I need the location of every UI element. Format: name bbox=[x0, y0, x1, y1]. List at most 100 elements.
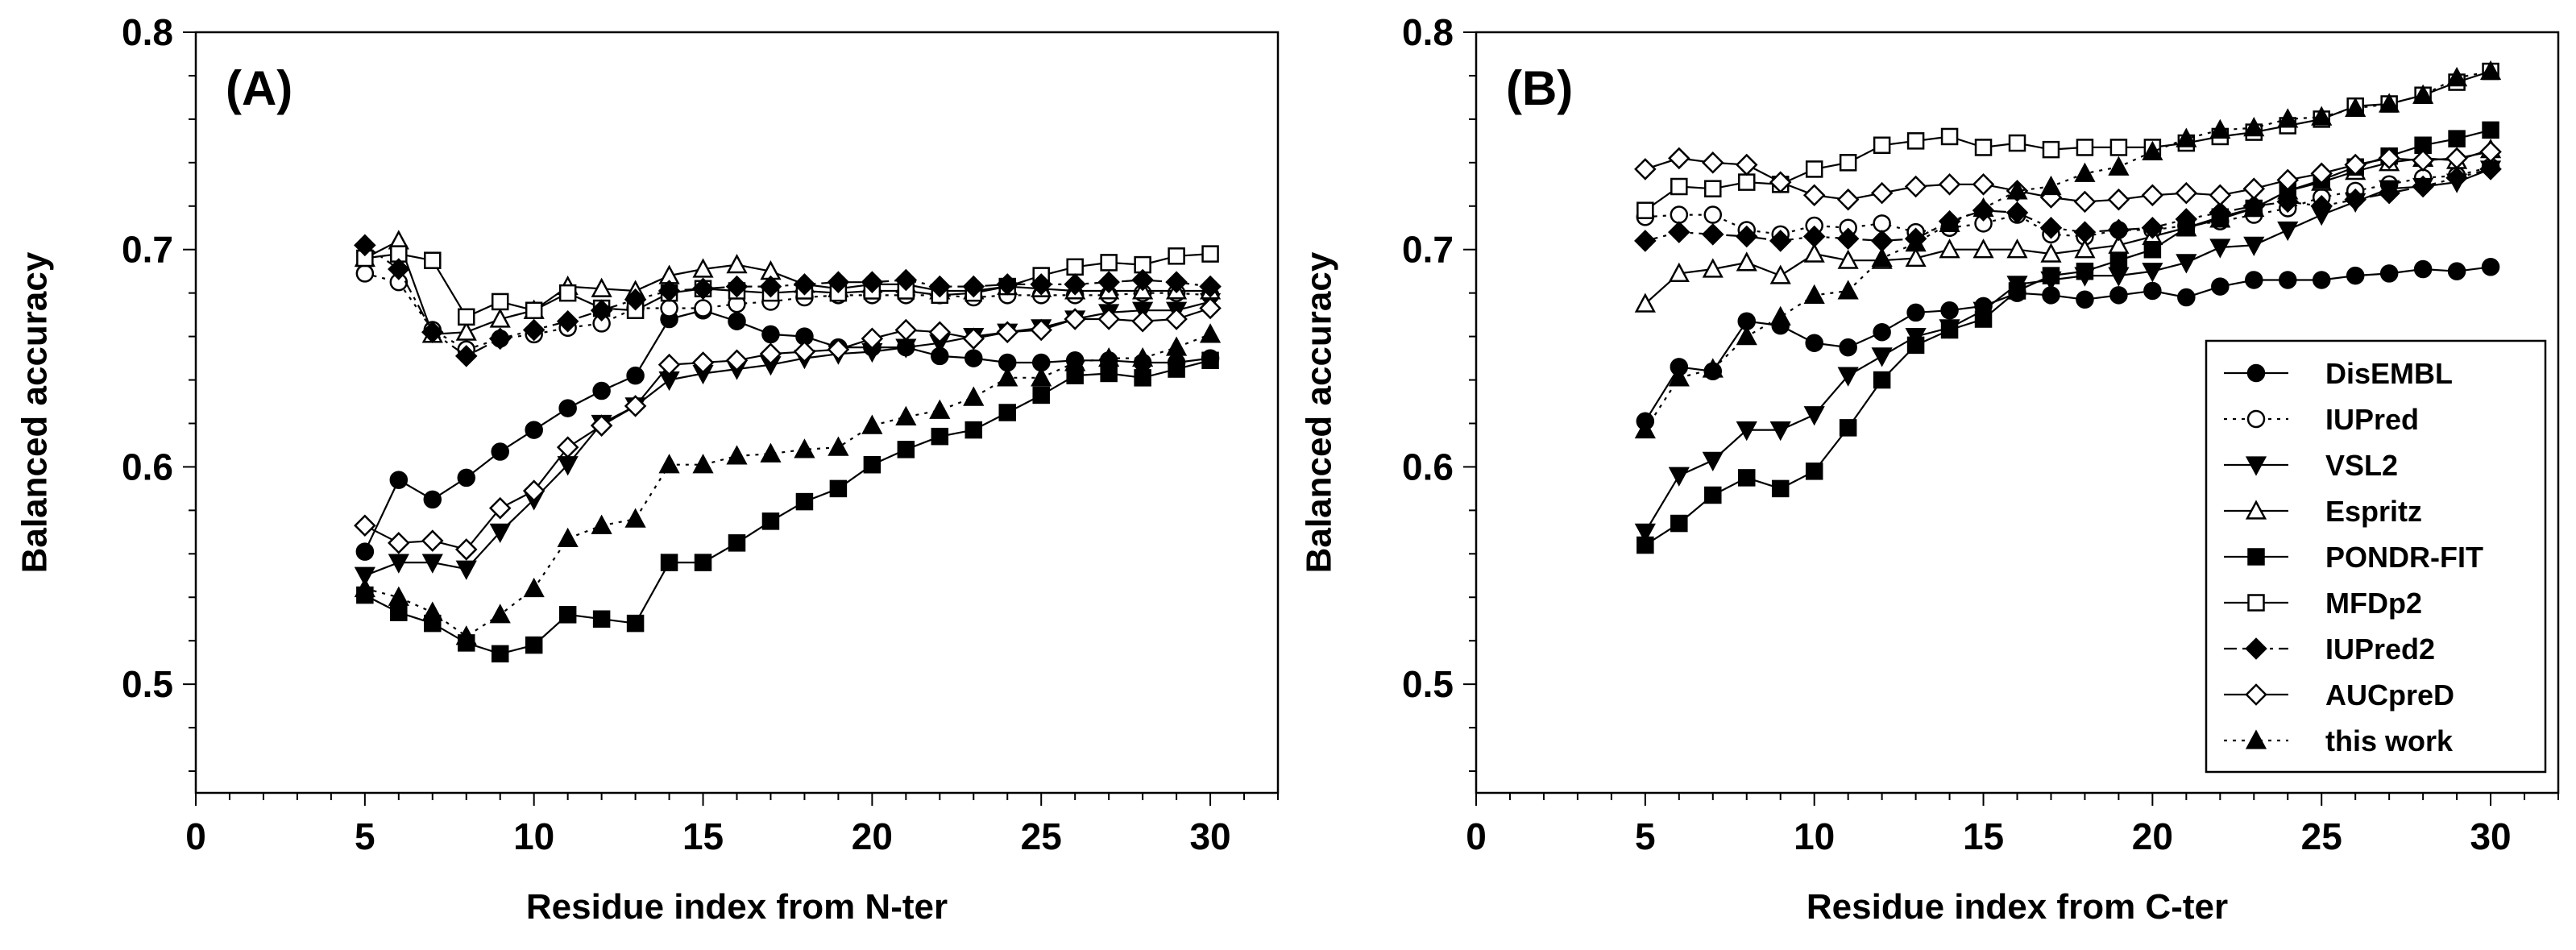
data-point-mfdp2 bbox=[1738, 173, 1756, 191]
data-point-pondr-fit bbox=[829, 479, 848, 498]
data-point-disembl bbox=[389, 471, 409, 489]
data-point-mfdp2 bbox=[1066, 258, 1084, 276]
legend-marker bbox=[2247, 548, 2265, 566]
data-point-pondr-fit bbox=[1771, 479, 1790, 498]
legend-marker bbox=[2245, 456, 2267, 476]
x-tick-label: 25 bbox=[1021, 815, 1062, 857]
data-point-pondr-fit bbox=[626, 614, 645, 633]
data-point-aucpred bbox=[488, 496, 512, 520]
data-point-this-work bbox=[895, 405, 917, 425]
data-point-aucpred bbox=[691, 351, 715, 374]
x-axis-title: Residue index from N-ter bbox=[526, 887, 948, 927]
data-point-iupred2 bbox=[2310, 195, 2333, 218]
legend-marker bbox=[2245, 500, 2267, 520]
legend-label: MFDp2 bbox=[2325, 587, 2422, 620]
data-point-this-work bbox=[726, 445, 748, 465]
data-point-iupred2 bbox=[522, 318, 545, 342]
data-point-pondr-fit bbox=[1670, 514, 1688, 533]
series-aucpred bbox=[354, 297, 1222, 561]
data-point-iupred2 bbox=[624, 288, 647, 311]
data-point-mfdp2 bbox=[424, 251, 442, 269]
data-point-espritz bbox=[1736, 251, 1757, 272]
data-point-pondr-fit bbox=[592, 610, 611, 628]
legend-label: this work bbox=[2325, 724, 2454, 757]
data-point-disembl bbox=[457, 468, 475, 487]
data-point-this-work bbox=[1939, 212, 1960, 232]
data-point-mfdp2 bbox=[1906, 132, 1925, 150]
data-point-vsl2 bbox=[455, 560, 477, 580]
data-point-this-work bbox=[2311, 106, 2333, 126]
data-point-iupred2 bbox=[1802, 225, 1826, 248]
legend-entry-iupred: IUPred bbox=[2224, 403, 2419, 436]
data-point-disembl bbox=[2245, 271, 2263, 289]
data-point-disembl bbox=[2413, 259, 2433, 279]
data-point-this-work bbox=[692, 454, 714, 474]
data-point-this-work bbox=[1837, 280, 1859, 300]
data-point-aucpred bbox=[1199, 297, 1222, 320]
data-point-disembl bbox=[491, 442, 509, 461]
data-point-mfdp2 bbox=[1636, 201, 1654, 219]
x-tick-label: 20 bbox=[2132, 815, 2173, 857]
data-point-this-work bbox=[1702, 358, 1724, 378]
data-point-disembl bbox=[626, 366, 645, 385]
data-point-aucpred bbox=[827, 338, 850, 361]
data-point-iupred2 bbox=[388, 258, 410, 280]
data-point-this-work bbox=[1769, 305, 1791, 326]
data-point-this-work bbox=[388, 586, 409, 606]
data-point-mfdp2 bbox=[2008, 134, 2026, 152]
data-point-aucpred bbox=[454, 538, 478, 561]
data-point-iupred2 bbox=[2209, 201, 2232, 224]
data-point-aucpred bbox=[1030, 318, 1052, 342]
data-point-mfdp2 bbox=[1201, 245, 1219, 263]
data-point-aucpred bbox=[1131, 309, 1154, 333]
data-point-vsl2 bbox=[1668, 467, 1690, 487]
data-point-aucpred bbox=[1702, 151, 1724, 174]
data-point-pondr-fit bbox=[2008, 282, 2026, 300]
legend-entry-disembl: DisEMBL bbox=[2224, 357, 2453, 390]
data-point-aucpred bbox=[793, 340, 816, 363]
y-tick-label: 0.5 bbox=[122, 663, 173, 705]
data-point-this-work bbox=[997, 367, 1018, 387]
data-point-this-work bbox=[1668, 367, 1690, 387]
data-point-disembl bbox=[1906, 303, 1925, 322]
series-iupred2 bbox=[1634, 158, 2502, 252]
data-point-espritz bbox=[2006, 239, 2028, 259]
data-point-pondr-fit bbox=[558, 606, 577, 624]
y-tick-label: 0.8 bbox=[122, 11, 173, 53]
data-point-this-work bbox=[2379, 93, 2400, 113]
x-axis-title: Residue index from C-ter bbox=[1807, 887, 2228, 927]
data-point-aucpred bbox=[354, 514, 376, 537]
data-point-pondr-fit bbox=[931, 427, 949, 446]
data-point-iupred2 bbox=[1836, 227, 1860, 250]
data-point-iupred2 bbox=[691, 277, 715, 301]
data-point-this-work bbox=[861, 414, 883, 434]
data-point-this-work bbox=[760, 442, 782, 463]
data-point-iupred2 bbox=[894, 268, 918, 292]
data-point-iupred2 bbox=[1131, 268, 1154, 292]
data-point-this-work bbox=[1871, 247, 1893, 268]
data-point-aucpred bbox=[624, 395, 647, 417]
data-point-pondr-fit bbox=[998, 404, 1016, 421]
data-point-vsl2 bbox=[421, 554, 443, 574]
data-point-aucpred bbox=[1904, 175, 1927, 198]
data-point-iupred bbox=[660, 299, 678, 317]
x-tick-label: 30 bbox=[1189, 815, 1230, 857]
data-point-iupred2 bbox=[2006, 201, 2029, 224]
data-point-disembl bbox=[355, 542, 375, 561]
data-point-iupred2 bbox=[454, 345, 478, 367]
data-point-aucpred bbox=[1097, 308, 1120, 330]
data-point-pondr-fit bbox=[491, 645, 509, 663]
data-point-mfdp2 bbox=[2109, 139, 2128, 156]
data-point-iupred2 bbox=[928, 275, 952, 298]
data-point-mfdp2 bbox=[2042, 140, 2060, 159]
data-point-vsl2 bbox=[2277, 221, 2299, 242]
data-point-aucpred bbox=[2479, 140, 2502, 164]
data-point-disembl bbox=[2346, 266, 2365, 285]
data-point-aucpred bbox=[2412, 149, 2434, 172]
legend-entry-aucpred: AUCpreD bbox=[2224, 678, 2454, 711]
data-point-disembl bbox=[2211, 277, 2230, 296]
data-point-espritz bbox=[455, 321, 477, 341]
legend-entry-mfdp2: MFDp2 bbox=[2224, 587, 2422, 620]
legend-entry-iupred2: IUPred2 bbox=[2224, 633, 2435, 666]
